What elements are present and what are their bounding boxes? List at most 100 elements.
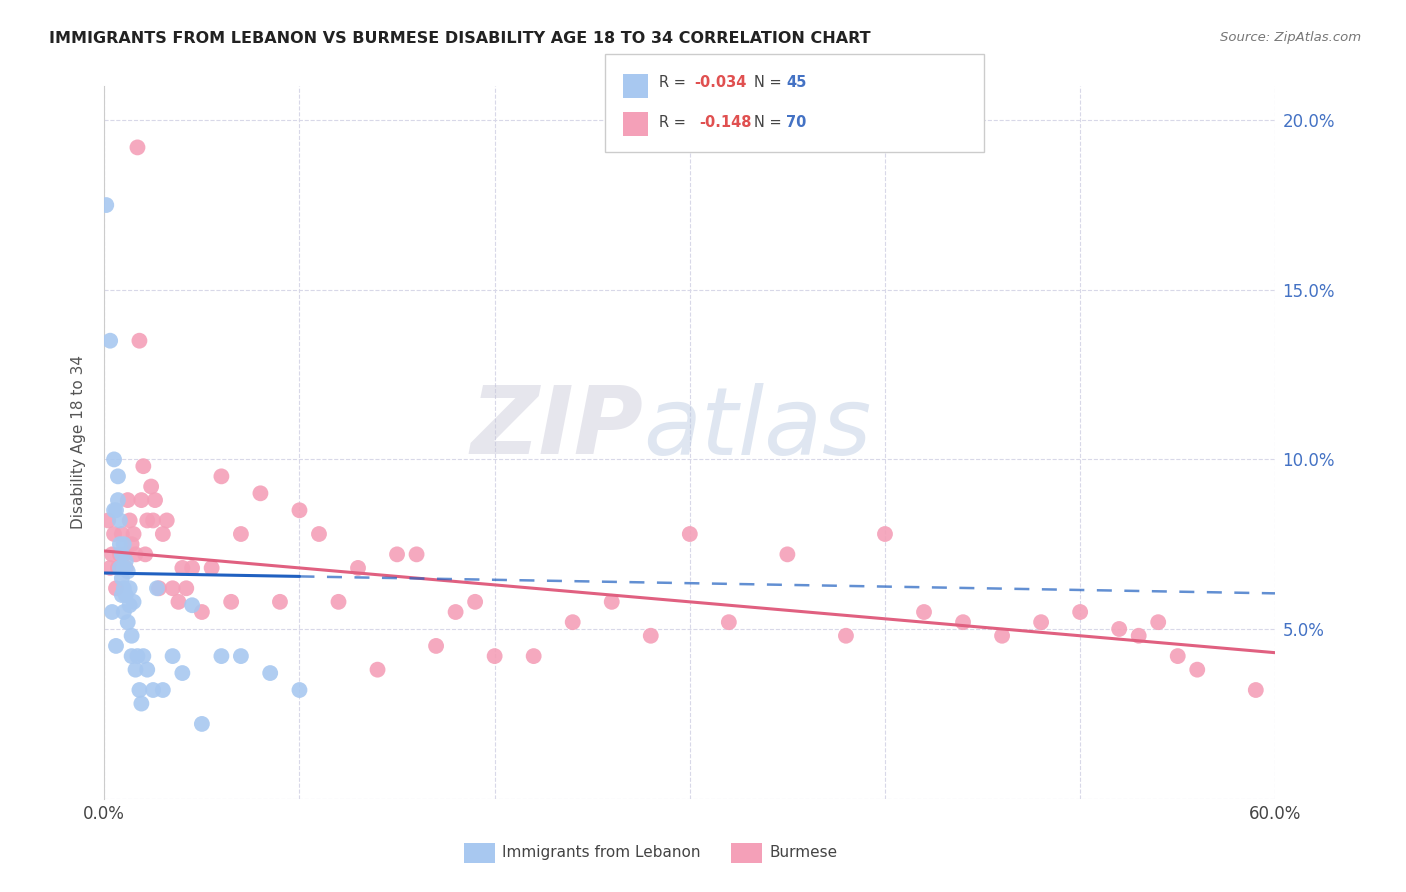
Y-axis label: Disability Age 18 to 34: Disability Age 18 to 34 — [72, 355, 86, 530]
Point — [229, 527, 252, 541]
Point — [367, 663, 389, 677]
Point — [181, 599, 204, 613]
Point — [111, 527, 134, 541]
Point — [152, 527, 174, 541]
Text: ZIP: ZIP — [470, 382, 643, 475]
Point — [131, 493, 153, 508]
Point — [912, 605, 935, 619]
Point — [136, 513, 159, 527]
Point — [96, 198, 118, 212]
Point — [181, 561, 204, 575]
Point — [162, 582, 184, 596]
Point — [121, 649, 143, 664]
Point — [124, 547, 146, 561]
Point — [128, 683, 150, 698]
Point — [1244, 683, 1267, 698]
Point — [103, 452, 125, 467]
Text: Immigrants from Lebanon: Immigrants from Lebanon — [502, 846, 700, 860]
Point — [118, 599, 141, 613]
Point — [464, 595, 486, 609]
Point — [98, 334, 121, 348]
Point — [107, 493, 129, 508]
Point — [776, 547, 799, 561]
Point — [148, 582, 170, 596]
Point — [98, 561, 121, 575]
Point — [121, 629, 143, 643]
Text: N =: N = — [754, 76, 786, 90]
Point — [112, 605, 135, 619]
Point — [132, 649, 155, 664]
Point — [127, 140, 149, 154]
Text: 45: 45 — [786, 76, 806, 90]
Point — [873, 527, 896, 541]
Text: Source: ZipAtlas.com: Source: ZipAtlas.com — [1220, 31, 1361, 45]
Point — [640, 629, 662, 643]
Point — [152, 683, 174, 698]
Point — [717, 615, 740, 630]
Point — [1069, 605, 1091, 619]
Text: R =: R = — [659, 76, 690, 90]
Point — [111, 571, 134, 585]
Point — [128, 334, 150, 348]
Point — [118, 513, 141, 527]
Point — [112, 582, 135, 596]
Point — [1029, 615, 1052, 630]
Point — [484, 649, 506, 664]
Point — [328, 595, 350, 609]
Point — [132, 459, 155, 474]
Point — [101, 547, 124, 561]
Point — [139, 479, 162, 493]
Point — [124, 663, 146, 677]
Point — [191, 605, 214, 619]
Point — [105, 639, 128, 653]
Point — [1187, 663, 1209, 677]
Point — [97, 513, 120, 527]
Point — [112, 537, 135, 551]
Point — [1108, 622, 1130, 636]
Point — [385, 547, 408, 561]
Point — [146, 582, 169, 596]
Point — [209, 649, 232, 664]
Point — [105, 503, 128, 517]
Point — [405, 547, 427, 561]
Point — [679, 527, 702, 541]
Point — [117, 493, 139, 508]
Point — [347, 561, 370, 575]
Point — [229, 649, 252, 664]
Text: R =: R = — [659, 115, 696, 129]
Point — [219, 595, 242, 609]
Point — [111, 547, 134, 561]
Point — [131, 697, 153, 711]
Text: 70: 70 — [786, 115, 806, 129]
Point — [561, 615, 583, 630]
Point — [952, 615, 974, 630]
Point — [112, 547, 135, 561]
Point — [835, 629, 858, 643]
Point — [308, 527, 330, 541]
Point — [112, 561, 135, 575]
Point — [1147, 615, 1170, 630]
Point — [600, 595, 623, 609]
Point — [103, 527, 125, 541]
Text: IMMIGRANTS FROM LEBANON VS BURMESE DISABILITY AGE 18 TO 34 CORRELATION CHART: IMMIGRANTS FROM LEBANON VS BURMESE DISAB… — [49, 31, 870, 46]
Point — [174, 582, 197, 596]
Point — [103, 503, 125, 517]
Point — [108, 561, 131, 575]
Point — [259, 666, 281, 681]
Point — [444, 605, 467, 619]
Point — [991, 629, 1014, 643]
Point — [136, 663, 159, 677]
Point — [114, 554, 136, 568]
Point — [1167, 649, 1189, 664]
Point — [142, 513, 165, 527]
Point — [425, 639, 447, 653]
Text: N =: N = — [754, 115, 786, 129]
Point — [209, 469, 232, 483]
Text: -0.148: -0.148 — [699, 115, 751, 129]
Point — [118, 582, 141, 596]
Point — [249, 486, 271, 500]
Point — [108, 513, 131, 527]
Point — [1128, 629, 1150, 643]
Text: -0.034: -0.034 — [695, 76, 747, 90]
Point — [201, 561, 224, 575]
